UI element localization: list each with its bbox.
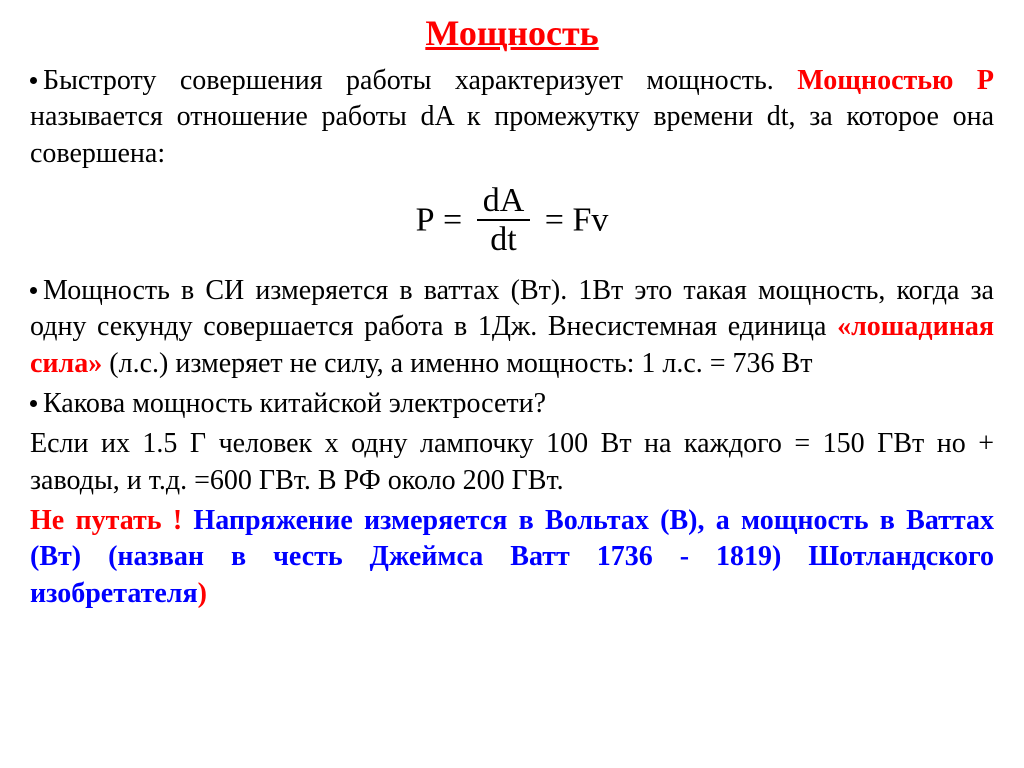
text-red-bold: Не путать ! xyxy=(30,505,182,536)
paragraph-question: Какова мощность китайской электросети? xyxy=(30,386,994,422)
text-red-bold: ) xyxy=(198,578,207,609)
slide-title: Мощность xyxy=(30,10,994,57)
formula-rhs: Fv xyxy=(572,201,608,238)
paragraph-units: Мощность в СИ измеряется в ваттах (Вт). … xyxy=(30,273,994,382)
formula-eq: = xyxy=(435,201,471,238)
slide-container: Мощность Быстроту совершения работы хара… xyxy=(0,0,1024,768)
bullet-icon xyxy=(30,287,37,294)
formula-lhs: P xyxy=(416,201,435,238)
bullet-icon xyxy=(30,400,37,407)
text-run: Какова мощность китайской электросети? xyxy=(43,388,546,419)
text-run: называется отношение работы dA к промежу… xyxy=(30,101,994,168)
text-run: Быстроту совершения работы характеризует… xyxy=(43,65,797,96)
paragraph-definition: Быстроту совершения работы характеризует… xyxy=(30,63,994,172)
formula-block: P = dAdt = Fv xyxy=(30,182,994,259)
paragraph-calc: Если их 1.5 Г человек х одну лампочку 10… xyxy=(30,426,994,499)
formula-fraction: dAdt xyxy=(477,182,531,259)
formula-denominator: dt xyxy=(477,221,531,258)
bullet-icon xyxy=(30,77,37,84)
formula-eq: = xyxy=(536,201,572,238)
text-run: Если их 1.5 Г человек х одну лампочку 10… xyxy=(30,428,994,495)
paragraph-warning: Не путать ! Напряжение измеряется в Воль… xyxy=(30,503,994,612)
text-red-bold: Мощностью Р xyxy=(797,65,994,96)
formula-numerator: dA xyxy=(477,182,531,221)
text-run: (л.с.) измеряет не силу, а именно мощнос… xyxy=(102,348,812,379)
